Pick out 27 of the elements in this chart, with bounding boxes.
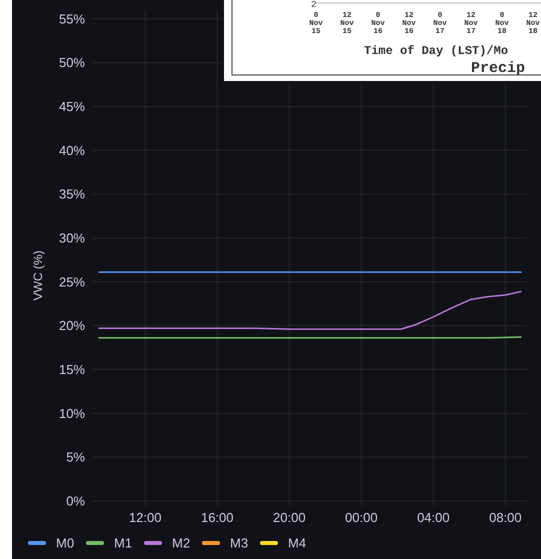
legend-label: M0 — [56, 536, 74, 551]
legend-label: M2 — [172, 536, 190, 551]
annotation: Time of Day (LST)/Mo — [364, 44, 508, 58]
legend-label: M3 — [230, 536, 248, 551]
y-axis-title: VWC (%) — [31, 250, 45, 300]
y-tick-label: 40% — [58, 142, 86, 158]
y-tick-label: 25% — [58, 274, 86, 290]
x-tick-label: 16:00 — [200, 510, 234, 525]
x-tick-label: 04:00 — [417, 510, 450, 525]
x-tick-label: 20:00 — [273, 510, 306, 525]
y-tick-label: 15% — [58, 362, 86, 378]
x-tick-label: 08:00 — [489, 510, 522, 525]
y-tick-label: 35% — [58, 186, 86, 202]
x-tick-label: 12:00 — [128, 510, 162, 525]
y-tick-label: 5% — [66, 450, 86, 465]
legend-label: M4 — [288, 536, 306, 551]
legend-label: M1 — [114, 536, 132, 551]
y-tick-label: 50% — [58, 55, 86, 70]
y-tick-label: 45% — [58, 98, 86, 114]
y-tick-label: 0% — [66, 494, 86, 509]
y-tick-label: 20% — [58, 318, 86, 334]
x-tick-label: 00:00 — [345, 510, 378, 525]
y-tick-label: 10% — [58, 406, 86, 421]
y-tick-label: 55% — [58, 11, 86, 26]
y-tick-label: 30% — [58, 230, 86, 246]
annotation: Precip — [471, 60, 526, 77]
text: 2 — [311, 0, 316, 10]
